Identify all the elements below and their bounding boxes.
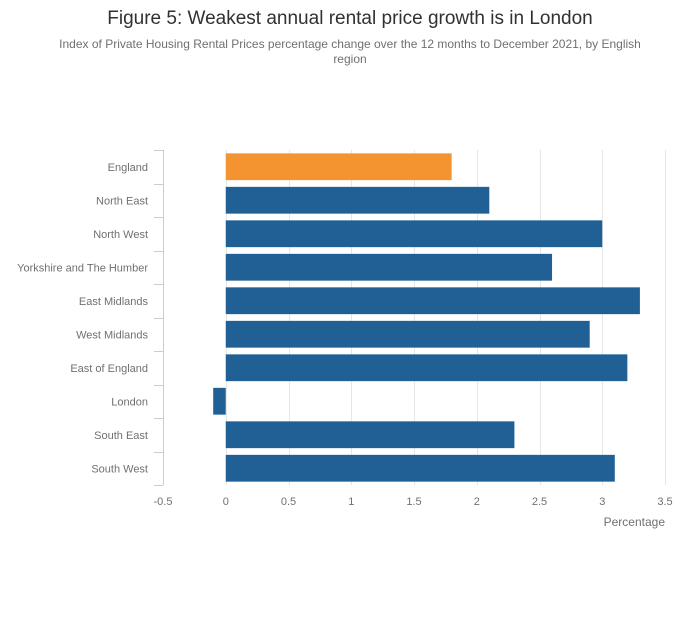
- x-tick-label-3: 1: [348, 496, 354, 508]
- x-tick-label-0: -0.5: [154, 496, 173, 508]
- bar-2: [225, 220, 603, 248]
- category-label-3: Yorkshire and The Humber: [17, 262, 148, 274]
- bar-1: [225, 186, 490, 214]
- x-tick-label-7: 3: [599, 496, 605, 508]
- x-tick-labels: -0.5 0 0.5 1 1.5 2 2.5 3 3.5: [154, 496, 673, 508]
- bar-4: [225, 287, 640, 315]
- category-label-8: South East: [94, 430, 148, 442]
- bar-9: [225, 454, 615, 482]
- bar-0: [225, 153, 452, 181]
- x-tick-label-1: 0: [223, 496, 229, 508]
- x-tick-label-6: 2.5: [532, 496, 547, 508]
- x-tick-label-5: 2: [474, 496, 480, 508]
- chart-subtitle-line-2: region: [333, 52, 366, 66]
- bar-3: [225, 253, 553, 281]
- y-axis: [154, 150, 164, 486]
- x-tick-label-2: 0.5: [281, 496, 296, 508]
- bar-5: [225, 320, 590, 348]
- bar-7: [213, 387, 226, 415]
- category-label-5: West Midlands: [76, 329, 148, 341]
- category-labels: England North East North West Yorkshire and…: [17, 162, 148, 476]
- category-label-0: England: [108, 162, 148, 174]
- bar-6: [225, 354, 628, 382]
- bars: [213, 153, 640, 482]
- category-label-6: East of England: [70, 363, 148, 375]
- category-label-9: South West: [91, 463, 148, 475]
- category-label-2: North West: [93, 229, 148, 241]
- x-tick-label-8: 3.5: [657, 496, 672, 508]
- category-label-4: East Midlands: [79, 296, 149, 308]
- chart-title: Figure 5: Weakest annual rental price gr…: [107, 8, 592, 29]
- chart-subtitle-line-1: Index of Private Housing Rental Prices p…: [59, 37, 641, 51]
- x-axis-title: Percentage: [604, 515, 666, 529]
- bar-8: [225, 421, 515, 449]
- x-tick-label-4: 1.5: [406, 496, 421, 508]
- category-label-1: North East: [96, 195, 148, 207]
- category-label-7: London: [111, 396, 148, 408]
